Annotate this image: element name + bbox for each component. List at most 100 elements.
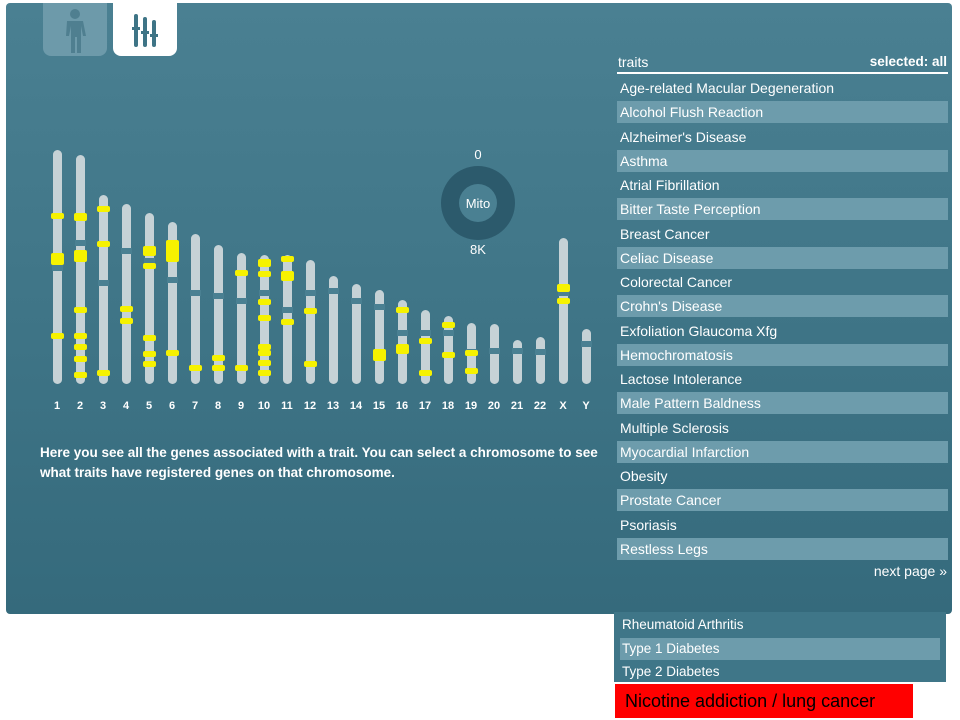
chromosome-18[interactable] [441,316,455,384]
trait-item[interactable]: Male Pattern Baldness [617,392,948,415]
chromosome-label[interactable]: 4 [122,400,130,412]
chromosome-label[interactable]: 13 [326,400,340,412]
chromosome-3[interactable] [96,195,110,384]
chromosome-label[interactable]: 11 [281,400,293,412]
chromosome-bars-icon [132,14,158,47]
extra-trait-list: Rheumatoid Arthritis Type 1 Diabetes Type … [614,612,946,682]
chromosome-label[interactable]: 18 [441,400,455,412]
gene-marker [280,256,294,262]
gene-marker [50,213,64,219]
chromosome-label[interactable]: 7 [191,400,199,412]
trait-item[interactable]: Bitter Taste Perception [617,198,948,221]
chromosome-19[interactable] [464,323,478,384]
chromosome-label[interactable]: 8 [214,400,222,412]
gene-marker [73,213,87,221]
gene-marker [142,263,156,269]
trait-item[interactable]: Asthma [617,149,948,172]
gene-marker [303,308,317,314]
chromosome-6[interactable] [165,222,179,384]
chromosome-label[interactable]: 5 [145,400,153,412]
extra-trait-item[interactable]: Type 1 Diabetes [620,637,940,660]
trait-item[interactable]: Alcohol Flush Reaction [617,101,948,124]
traits-divider [617,72,948,74]
chromosome-16[interactable] [395,300,409,384]
trait-item[interactable]: Exfoliation Glaucoma Xfg [620,322,778,339]
chromosome-20[interactable] [488,324,500,384]
chromosome-17[interactable] [418,310,432,384]
centromere [350,298,362,304]
chromosome-label[interactable]: 12 [303,400,317,412]
chromosome-22[interactable] [534,337,546,384]
chromosome-11[interactable] [280,255,294,384]
chromosome-label[interactable]: 16 [395,400,409,412]
trait-item[interactable]: Prostate Cancer [617,489,948,512]
chromosome-label[interactable]: 15 [372,400,386,412]
trait-item[interactable]: Alzheimer's Disease [620,128,747,145]
chromosome-2[interactable] [73,155,87,384]
chromosome-10[interactable] [257,255,271,384]
selected-filter-label[interactable]: selected: all [869,54,947,69]
chromosome-label[interactable]: X [559,400,567,412]
trait-item[interactable]: Hemochromatosis [617,343,948,366]
chromosome-5[interactable] [142,213,156,384]
chromosome-7[interactable] [188,234,202,384]
chromosome-12[interactable] [303,260,317,384]
chromosome-label[interactable]: 6 [168,400,176,412]
chromosome-label[interactable]: 9 [237,400,245,412]
gene-marker [211,365,225,371]
chromosome-label[interactable]: 21 [510,400,524,412]
trait-item[interactable]: Myocardial Infarction [617,440,948,463]
chromosome-21[interactable] [511,340,523,384]
chromosome-label[interactable]: 19 [464,400,478,412]
extra-trait-item[interactable]: Type 2 Diabetes [622,664,720,679]
chromosome-8[interactable] [211,245,225,384]
trait-item[interactable]: Breast Cancer [620,225,710,242]
chromosome-label[interactable]: 3 [99,400,107,412]
gene-marker [395,344,409,354]
chromosome-label[interactable]: 10 [257,400,271,412]
tab-body-view[interactable] [43,3,107,56]
chromosome-13[interactable] [327,276,339,384]
chromosome-label[interactable]: 20 [487,400,501,412]
extra-trait-item[interactable]: Rheumatoid Arthritis [622,617,744,632]
trait-item[interactable]: Multiple Sclerosis [620,419,729,436]
chromosome-label[interactable]: 1 [53,400,61,412]
mito-chromosome-ring[interactable] [441,166,515,240]
chromosome-Y[interactable] [580,329,592,384]
trait-item[interactable]: Psoriasis [620,516,677,533]
centromere [419,330,431,336]
chromosome-4[interactable] [119,204,133,384]
chromosome-1[interactable] [50,150,64,384]
gene-marker [372,349,386,361]
centromere [442,330,454,336]
chromosome-label[interactable]: Y [582,400,590,412]
trait-item[interactable]: Obesity [620,468,668,484]
gene-marker [441,322,455,328]
trait-item[interactable]: Age-related Macular Degeneration [620,80,835,96]
chromosome-14[interactable] [350,284,362,384]
chromosome-label[interactable]: 14 [349,400,363,412]
chromosome-9[interactable] [234,253,248,384]
chromosome-X[interactable] [556,238,570,384]
next-page-link[interactable]: next page » [873,563,947,579]
chromosome-label[interactable]: 2 [76,400,84,412]
gene-marker [96,370,110,376]
chromosome-15[interactable] [372,290,386,384]
trait-item[interactable]: Crohn's Disease [617,295,948,318]
gene-marker [73,344,87,350]
trait-item[interactable]: Lactose Intolerance [620,371,743,387]
tab-chromosome-view[interactable] [113,3,177,56]
trait-item[interactable]: Atrial Fibrillation [620,177,720,193]
centromere [166,277,178,283]
gene-marker [142,335,156,341]
chromosome-label[interactable]: 22 [533,400,547,412]
mito-bottom-value: 8K [470,242,486,257]
chromosome-label[interactable]: 17 [418,400,432,412]
trait-item[interactable]: Restless Legs [617,537,948,560]
mito-top-value: 0 [474,147,482,162]
gene-marker [257,315,271,321]
gene-marker [142,351,156,357]
centromere [327,288,339,294]
trait-item[interactable]: Celiac Disease [617,246,948,269]
trait-item[interactable]: Colorectal Cancer [620,274,733,290]
